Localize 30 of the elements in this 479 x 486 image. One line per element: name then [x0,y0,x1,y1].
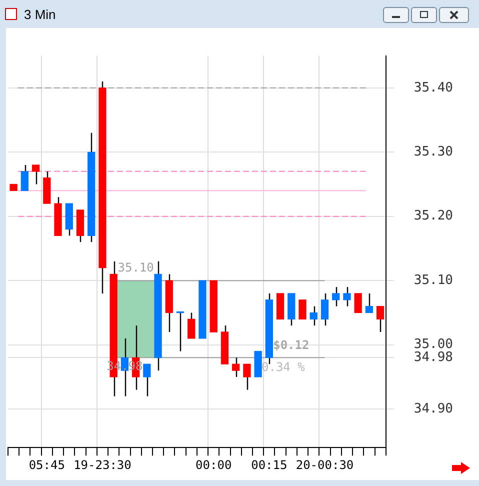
chart-title: 3 Min [24,7,56,22]
candlestick [20,164,28,192]
y-tick-label: 35.20 [414,208,454,224]
candlestick [343,286,351,307]
y-tick-label: 35.30 [414,144,454,160]
candlestick [188,312,196,340]
candlestick [232,357,240,378]
candlestick [332,286,340,307]
y-tick-label: 35.40 [414,80,454,96]
candlestick [354,292,362,314]
y-tick-label: 35.00 [414,337,454,352]
annotation: 0.34 % [261,360,306,374]
candlestick [298,300,306,320]
x-tick-label: 00:00 [196,458,232,472]
x-tick-label: 19-23:30 [74,458,132,472]
x-tick-label: 20-00:30 [296,458,354,472]
annotation: 34.98 [106,358,143,373]
y-tick-label: 34.90 [414,401,454,416]
candlestick [243,364,251,390]
y-tick-label: 34.98 [414,350,454,366]
x-tick-label: 00:15 [251,458,288,472]
y-tick-label: 35.10 [414,272,454,288]
candlestick [365,292,374,314]
candlestick [143,364,151,397]
candlestick [310,306,318,326]
annotation: $0.12 [273,338,310,352]
x-tick-label: 05:45 [28,458,65,472]
candlestick [320,292,329,326]
annotation: 35.10 [118,260,154,275]
candlestick [32,164,40,185]
